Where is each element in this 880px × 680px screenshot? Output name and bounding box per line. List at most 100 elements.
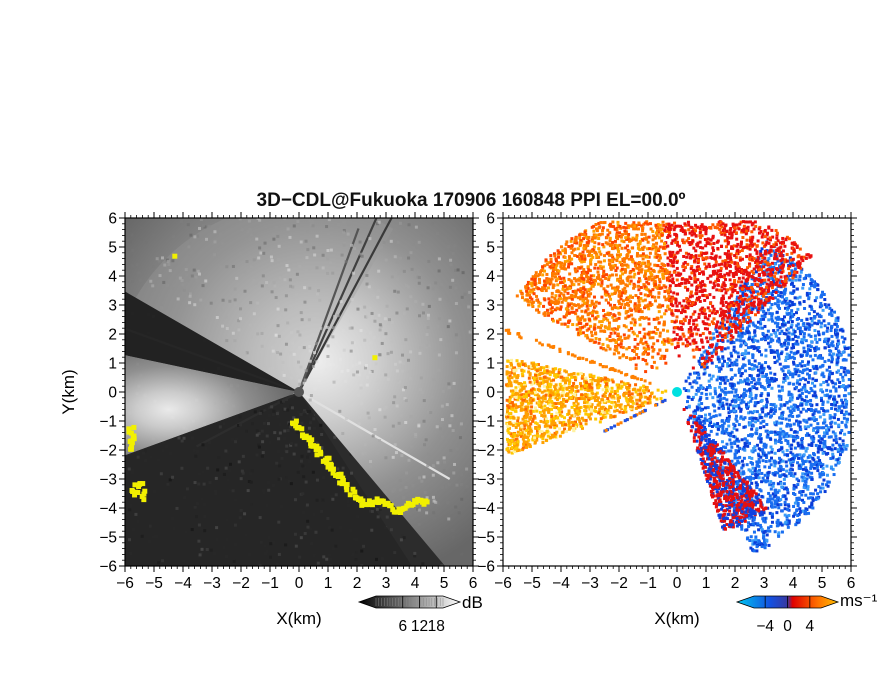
velocity-pixel — [692, 319, 696, 323]
snr-overlay-pixel — [350, 486, 356, 492]
snr-bright-pixel — [276, 351, 280, 355]
velocity-pixel — [726, 339, 730, 343]
snr-bright-pixel — [377, 220, 381, 224]
velocity-pixel — [772, 412, 776, 416]
velocity-pixel — [786, 341, 790, 345]
velocity-pixel — [757, 528, 761, 532]
snr-bright-pixel — [238, 218, 242, 221]
velocity-pixel — [726, 235, 730, 239]
velocity-pixel — [744, 342, 748, 346]
velocity-pixel — [805, 477, 809, 481]
velocity-pixel — [820, 426, 824, 430]
velocity-pixel — [779, 275, 783, 279]
velocity-pixel — [847, 392, 851, 396]
snr-bright-pixel — [467, 305, 471, 309]
velocity-pixel — [804, 427, 808, 431]
velocity-pixel — [741, 327, 745, 331]
snr-dark-pixel — [171, 475, 175, 479]
velocity-pixel — [786, 306, 790, 310]
snr-bright-pixel — [162, 280, 166, 284]
velocity-pixel — [715, 342, 719, 346]
velocity-pixel — [832, 400, 836, 404]
snr-dark-pixel — [302, 409, 306, 413]
snr-dark-pixel — [266, 422, 270, 426]
velocity-pixel — [730, 354, 734, 358]
velocity-pixel — [794, 454, 798, 458]
snr-bright-pixel — [441, 389, 445, 393]
velocity-pixel — [816, 312, 820, 316]
velocity-pixel — [725, 416, 729, 420]
velocity-pixel — [730, 339, 734, 343]
velocity-pixel — [806, 347, 810, 351]
snr-bright-pixel — [329, 261, 333, 265]
velocity-pixel — [735, 358, 739, 362]
velocity-pixel — [770, 245, 774, 249]
velocity-pixel — [818, 415, 822, 419]
snr-dark-pixel — [308, 421, 312, 425]
velocity-pixel — [766, 381, 770, 385]
velocity-pixel — [798, 329, 802, 333]
velocity-pixel — [834, 389, 838, 393]
velocity-pixel — [751, 307, 755, 311]
velocity-pixel — [787, 331, 791, 335]
snr-bright-pixel — [447, 382, 451, 386]
snr-bright-pixel — [474, 464, 477, 467]
velocity-pixel — [815, 367, 819, 371]
velocity-pixel — [773, 355, 777, 359]
velocity-pixel — [754, 417, 758, 421]
snr-bright-pixel — [423, 490, 427, 494]
snr-dark-pixel — [320, 432, 324, 436]
velocity-pixel — [778, 299, 782, 303]
velocity-pixel — [719, 224, 723, 228]
velocity-pixel — [754, 306, 758, 310]
velocity-pixel — [729, 434, 733, 438]
velocity-pixel — [813, 346, 817, 350]
velocity-pixel — [714, 279, 718, 283]
velocity-pixel — [787, 382, 791, 386]
velocity-pixel — [834, 458, 838, 462]
velocity-pixel — [702, 419, 706, 423]
velocity-pixel — [801, 286, 805, 290]
velocity-pixel — [773, 464, 777, 468]
velocity-pixel — [816, 422, 820, 426]
snr-bright-pixel — [196, 234, 200, 238]
snr-bright-pixel — [426, 316, 430, 320]
velocity-pixel — [735, 486, 739, 490]
velocity-pixel — [687, 328, 691, 332]
velocity-pixel — [697, 376, 701, 380]
velocity-pixel — [767, 491, 771, 495]
velocity-pixel — [776, 300, 780, 304]
velocity-pixel — [759, 433, 763, 437]
snr-bright-pixel — [463, 292, 467, 296]
velocity-pixel — [696, 407, 700, 411]
velocity-pixel — [737, 355, 741, 359]
velocity-pixel — [733, 300, 737, 304]
snr-bright-pixel — [418, 351, 422, 355]
velocity-pixel — [747, 324, 751, 328]
snr-dark-pixel — [148, 524, 152, 528]
snr-dark-pixel — [307, 410, 311, 414]
snr-bright-pixel — [256, 218, 260, 220]
velocity-pixel — [838, 437, 842, 441]
snr-dark-pixel — [166, 482, 170, 486]
snr-overlay-pixel — [328, 462, 334, 468]
snr-dark-pixel — [353, 570, 356, 573]
velocity-pixel — [754, 396, 758, 400]
snr-bright-pixel — [401, 353, 405, 357]
snr-dark-pixel — [303, 531, 307, 535]
snr-bright-pixel — [409, 251, 413, 255]
velocity-pixel — [820, 304, 824, 308]
velocity-pixel — [806, 487, 810, 491]
velocity-pixel — [789, 473, 793, 477]
velocity-pixel — [847, 430, 851, 434]
velocity-pixel — [773, 421, 777, 425]
velocity-pixel — [818, 459, 822, 463]
velocity-pixel — [760, 278, 764, 282]
velocity-pixel — [730, 245, 734, 249]
snr-image — [125, 218, 477, 573]
velocity-pixel — [775, 499, 779, 503]
velocity-pixel — [749, 433, 753, 437]
velocity-pixel — [761, 337, 765, 341]
velocity-pixel — [727, 326, 731, 330]
velocity-pixel — [723, 273, 727, 277]
